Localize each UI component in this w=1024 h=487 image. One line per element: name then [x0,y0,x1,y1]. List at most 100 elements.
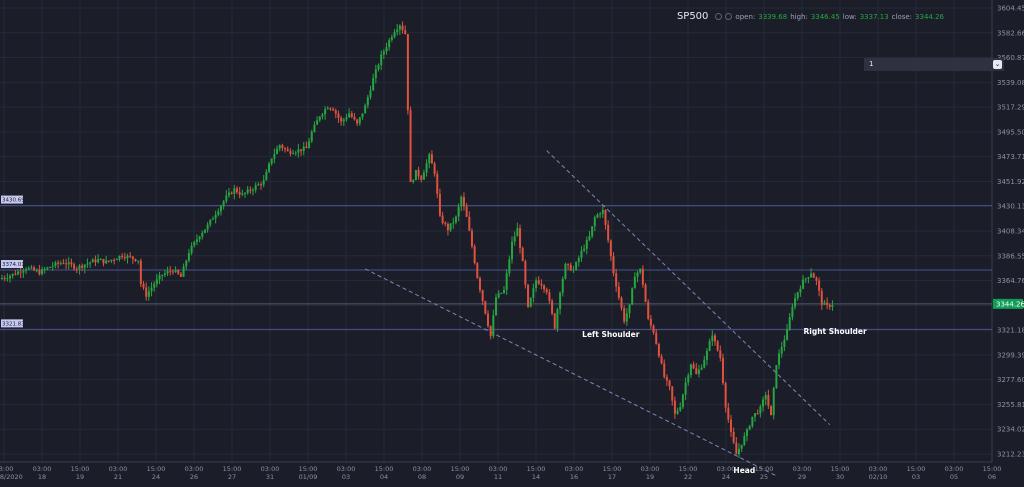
candle-body [615,273,618,287]
candle-body [27,267,30,270]
candle-body [118,255,121,260]
candle-body [831,305,834,307]
candle-body [599,213,602,215]
x-tick-date: 13/08/2020 [0,473,23,481]
candle-body [775,365,778,389]
candle-body [652,325,655,333]
candle-body [166,271,169,274]
candle-body [153,284,156,288]
candle-body [54,262,57,266]
candle-body [139,260,142,284]
candle-body [559,292,562,310]
candle-body [134,258,137,261]
candle-body [19,271,22,273]
candle-body [695,368,698,375]
candle-body [150,287,153,292]
candle-body [417,169,420,177]
candle-body [457,206,460,217]
pattern-label: Right Shoulder [803,327,867,337]
x-tick-time: 03:00 [261,465,280,473]
x-tick-date: 11 [494,473,502,481]
candle-body [820,290,823,305]
y-tick-label: 3560.87 [997,54,1024,62]
candle-body [51,265,54,268]
candle-body [380,54,383,66]
y-tick-label: 3408.34 [997,228,1024,236]
x-tick-time: 15:00 [71,465,90,473]
candle-body [361,113,364,118]
candle-body [601,209,604,214]
candle-body [607,224,610,241]
candle-body [385,47,388,52]
candle-body [796,292,799,299]
y-tick-label: 3539.08 [997,79,1024,87]
x-tick-date: 04 [380,473,388,481]
settings-dot-icon[interactable] [725,13,733,20]
candle-body [428,154,431,164]
candle-body [786,329,789,340]
level-tag-bg [1,260,23,269]
x-tick-time: 15:00 [299,465,318,473]
candle-body [826,302,829,305]
candle-body [9,275,12,279]
y-axis: 3604.45 3582.66 3560.87 3539.08 3517.29 3495.… [997,5,1024,459]
candle-body [567,263,570,265]
candle-body [340,117,343,122]
candle-body [543,285,546,290]
candle-body [203,229,206,233]
candle-body [382,51,385,55]
y-tick-label: 3430.13 [997,203,1024,211]
candle-body [281,145,284,149]
candle-body [398,25,401,30]
candle-body [265,171,268,181]
candle-body [641,268,644,285]
candle-body [276,148,279,155]
candle-body [246,189,249,193]
candle-body [257,184,260,186]
candle-body [121,255,124,258]
candle-body [647,301,650,319]
candle-body [33,267,36,271]
candle-body [545,289,548,293]
candle-body [791,306,794,318]
x-tick-date: 21 [114,473,122,481]
level-tag-label: 3321.83 [2,321,25,327]
candle-body [38,270,41,275]
candle-body [633,276,636,289]
interval-select[interactable]: 1 ⌄ [864,58,1004,71]
candle-body [201,232,204,237]
candle-body [737,448,740,455]
close-label: close: [891,12,913,21]
candle-body [815,277,818,281]
candle-body [249,189,252,191]
candle-body [422,172,425,180]
candle-body [537,280,540,284]
candle-body [65,263,68,265]
candle-body [254,185,257,190]
x-tick-time: 03:00 [33,465,52,473]
ohlc-header: SP500 open: 3339.68 high: 3346.45 low: 3… [677,11,944,22]
candle-body [209,219,212,225]
candle-body [716,341,719,351]
candle-body [198,236,201,240]
candle-body [358,117,361,124]
candle-body [623,308,626,322]
candle-body [770,405,773,416]
candle-body [86,263,89,265]
candle-body [778,353,781,366]
candle-body [446,223,449,231]
candle-body [700,367,703,370]
x-tick-time: 03:00 [565,465,584,473]
candle-body [516,228,519,237]
last-price-tag-label: 3344.26 [996,300,1024,308]
candle-body [41,269,44,275]
candle-body [764,395,767,400]
visibility-toggle-icon[interactable] [715,13,723,20]
candle-body [252,189,255,191]
chevron-down-icon[interactable]: ⌄ [993,60,1002,69]
candle-body [721,357,724,384]
candle-body [551,300,554,314]
candle-body [401,25,404,31]
level-tag-bg [1,195,23,204]
